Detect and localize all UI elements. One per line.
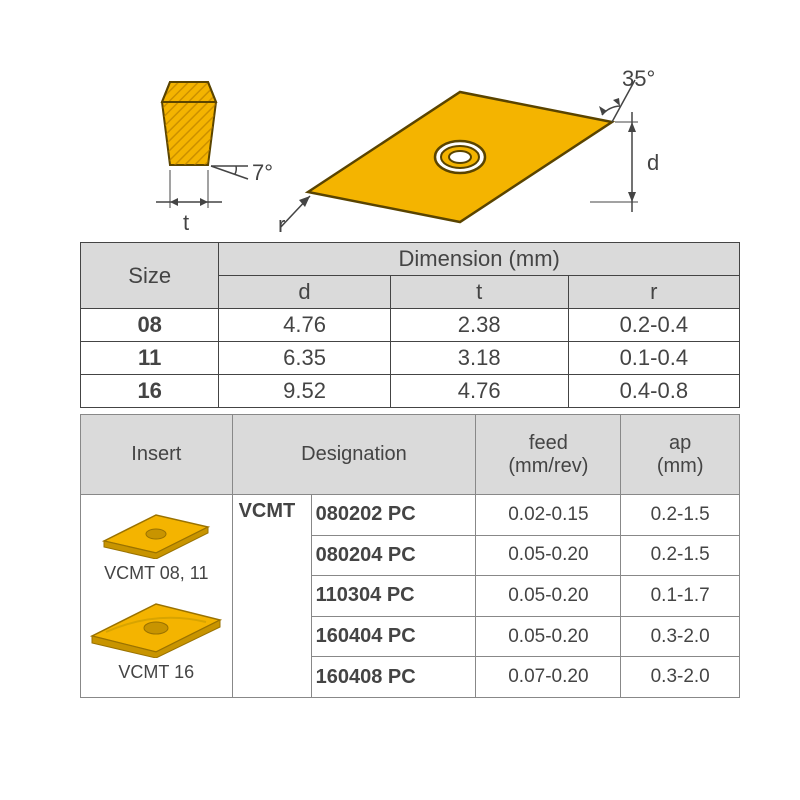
dimension-table: Size Dimension (mm) d t r 08 4.76 2.38 0… <box>80 242 740 408</box>
angle-7-label: 7° <box>252 160 273 186</box>
size-header: Size <box>81 243 219 309</box>
insert-small-icon <box>96 509 216 559</box>
insert-large-label: VCMT 16 <box>118 662 194 683</box>
angle-35-label: 35° <box>622 66 655 92</box>
insert-large-icon <box>86 598 226 658</box>
col-d: d <box>219 276 390 309</box>
table-row: 11 6.35 3.18 0.1-0.4 <box>81 342 740 375</box>
designation-header: Designation <box>232 415 476 495</box>
col-r: r <box>568 276 739 309</box>
insert-small-label: VCMT 08, 11 <box>104 563 208 584</box>
t-label: t <box>183 210 189 236</box>
table-row: 16 9.52 4.76 0.4-0.8 <box>81 375 740 408</box>
d-label: d <box>647 150 659 176</box>
top-view-icon <box>280 62 640 232</box>
col-t: t <box>390 276 568 309</box>
side-dim-icon <box>136 70 266 250</box>
designation-table: Insert Designation feed (mm/rev) ap (mm)… <box>80 414 740 698</box>
desig-header-row: Insert Designation feed (mm/rev) ap (mm) <box>81 415 740 495</box>
technical-diagram: 7° t 35° d r <box>80 62 740 242</box>
table-row: 08 4.76 2.38 0.2-0.4 <box>81 309 740 342</box>
ap-header: ap (mm) <box>621 415 740 495</box>
insert-header: Insert <box>81 415 233 495</box>
dimension-header: Dimension (mm) <box>219 243 740 276</box>
insert-images-cell: VCMT 08, 11 VCMT 16 <box>81 495 233 698</box>
table-row: VCMT 08, 11 VCMT 16 VCMT 080202 PC 0.02-… <box>81 495 740 536</box>
r-label: r <box>278 212 285 238</box>
vcmt-prefix: VCMT <box>232 495 311 698</box>
feed-header: feed (mm/rev) <box>476 415 621 495</box>
